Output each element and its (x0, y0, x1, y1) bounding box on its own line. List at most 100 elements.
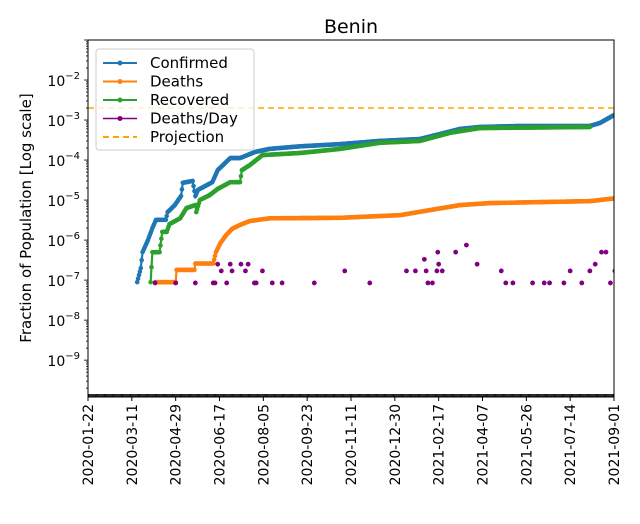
deaths-day-point (439, 268, 445, 274)
deaths-day-point (463, 242, 469, 248)
deaths-day-point (541, 280, 547, 286)
x-tick-label: 2021-05-26 (519, 404, 535, 485)
deaths-day-point (404, 268, 409, 274)
legend-label-confirmed: Confirmed (150, 54, 228, 72)
deaths-day-point (603, 249, 609, 255)
deaths-day-point (453, 249, 459, 255)
confirmed-point (179, 187, 185, 192)
confirmed-point (164, 213, 170, 219)
deaths-day-point (434, 268, 440, 274)
deaths-day-point (612, 268, 614, 274)
deaths-day-point (561, 280, 567, 286)
deaths-day-point (192, 280, 198, 286)
legend-box (95, 48, 255, 151)
deaths-day-point (173, 280, 179, 286)
deaths-day-point (421, 256, 427, 262)
x-tick-label: 2020-11-11 (344, 404, 360, 485)
deaths-point (210, 261, 216, 266)
deaths-point (611, 196, 614, 201)
x-tick-label: 2020-04-29 (169, 404, 185, 485)
deaths-day-point (592, 261, 598, 267)
x-tick-label: 2021-04-07 (476, 404, 492, 485)
y-tick-label: 10−9 (47, 351, 80, 370)
recovered-point (237, 179, 243, 185)
chart-title: Benin (324, 16, 378, 38)
deaths-day-point (212, 280, 218, 286)
x-tick-label: 2020-12-30 (388, 404, 404, 485)
deaths-day-point (413, 268, 418, 274)
recovered-point (238, 173, 244, 179)
deaths-day-point (229, 268, 235, 274)
deaths-day-point (218, 268, 224, 274)
deaths-point (211, 257, 217, 263)
deaths-day-point (269, 280, 275, 286)
x-tick-label: 2020-06-17 (213, 404, 229, 485)
axes: 2020-01-22 2020-03-11 2020-04-29 2020-06-17… (47, 39, 623, 485)
x-tick-label: 2020-08-05 (256, 404, 272, 485)
deaths-day-point (510, 280, 516, 286)
x-tick-label: 2021-02-17 (432, 404, 448, 485)
deaths-day-point (243, 268, 248, 274)
legend-marker-deaths-day (117, 116, 123, 121)
deaths-point (192, 267, 197, 273)
deaths-day-point (608, 280, 613, 286)
y-tick-label: 10−3 (47, 111, 80, 130)
deaths-day-point (253, 280, 259, 286)
legend-label-deaths: Deaths (150, 73, 203, 91)
confirmed-point (134, 279, 140, 285)
deaths-day-point (503, 280, 509, 286)
deaths-day-point (224, 280, 230, 286)
confirmed-point (136, 272, 142, 278)
plot-area (88, 107, 614, 286)
confirmed-point (163, 217, 169, 223)
deaths-day-point (245, 261, 251, 267)
legend-marker-confirmed (117, 60, 123, 66)
deaths-day-point (579, 280, 585, 286)
recovered-point (587, 124, 593, 130)
deaths-day-point (238, 261, 244, 267)
y-tick-label: 10−4 (47, 151, 80, 170)
deaths-day-point (311, 280, 317, 286)
deaths-day-point (423, 268, 429, 274)
recovered-point (157, 249, 162, 255)
y-tick-label: 10−5 (47, 191, 80, 210)
deaths-day-point (498, 268, 504, 274)
confirmed-point (135, 276, 141, 281)
y-tick-label: 10−7 (47, 271, 80, 290)
confirmed-point (139, 257, 144, 263)
series-group (88, 107, 614, 286)
deaths-day-point (599, 249, 604, 255)
confirmed-point (611, 112, 614, 118)
confirmed-point (178, 193, 184, 199)
recovered-point (148, 279, 153, 285)
y-tick-label: 10−6 (47, 231, 80, 250)
legend-marker-recovered (117, 97, 123, 103)
deaths-day-point (587, 268, 593, 274)
deaths-day-point (435, 249, 441, 255)
confirmed-point (191, 183, 196, 189)
deaths-day-point (547, 280, 552, 286)
deaths-point (212, 253, 218, 259)
legend-label-recovered: Recovered (150, 91, 229, 109)
confirmed-point (190, 178, 195, 184)
deaths-day-point (474, 261, 480, 267)
deaths-day-point (436, 261, 442, 267)
x-tick-label: 2021-09-01 (607, 404, 623, 485)
recovered-point (149, 264, 154, 270)
confirmed-point (137, 269, 143, 274)
deaths-day-point (430, 280, 435, 286)
legend: ConfirmedDeathsRecoveredDeaths/DayProjec… (95, 48, 255, 151)
x-tick-label: 2020-09-23 (300, 404, 316, 485)
recovered-point (159, 236, 164, 241)
x-tick-label: 2020-01-22 (81, 404, 97, 485)
deaths-day-point (425, 280, 431, 286)
deaths-day-point (567, 268, 573, 274)
recovered-point (158, 243, 163, 248)
legend-marker-deaths (117, 79, 123, 84)
y-axis-label: Fraction of Population [Log scale] (17, 93, 35, 342)
deaths-day-point (152, 280, 158, 286)
x-tick-label: 2021-07-14 (563, 404, 579, 485)
legend-label-projection: Projection (150, 128, 224, 146)
deaths-day-point (227, 261, 233, 267)
